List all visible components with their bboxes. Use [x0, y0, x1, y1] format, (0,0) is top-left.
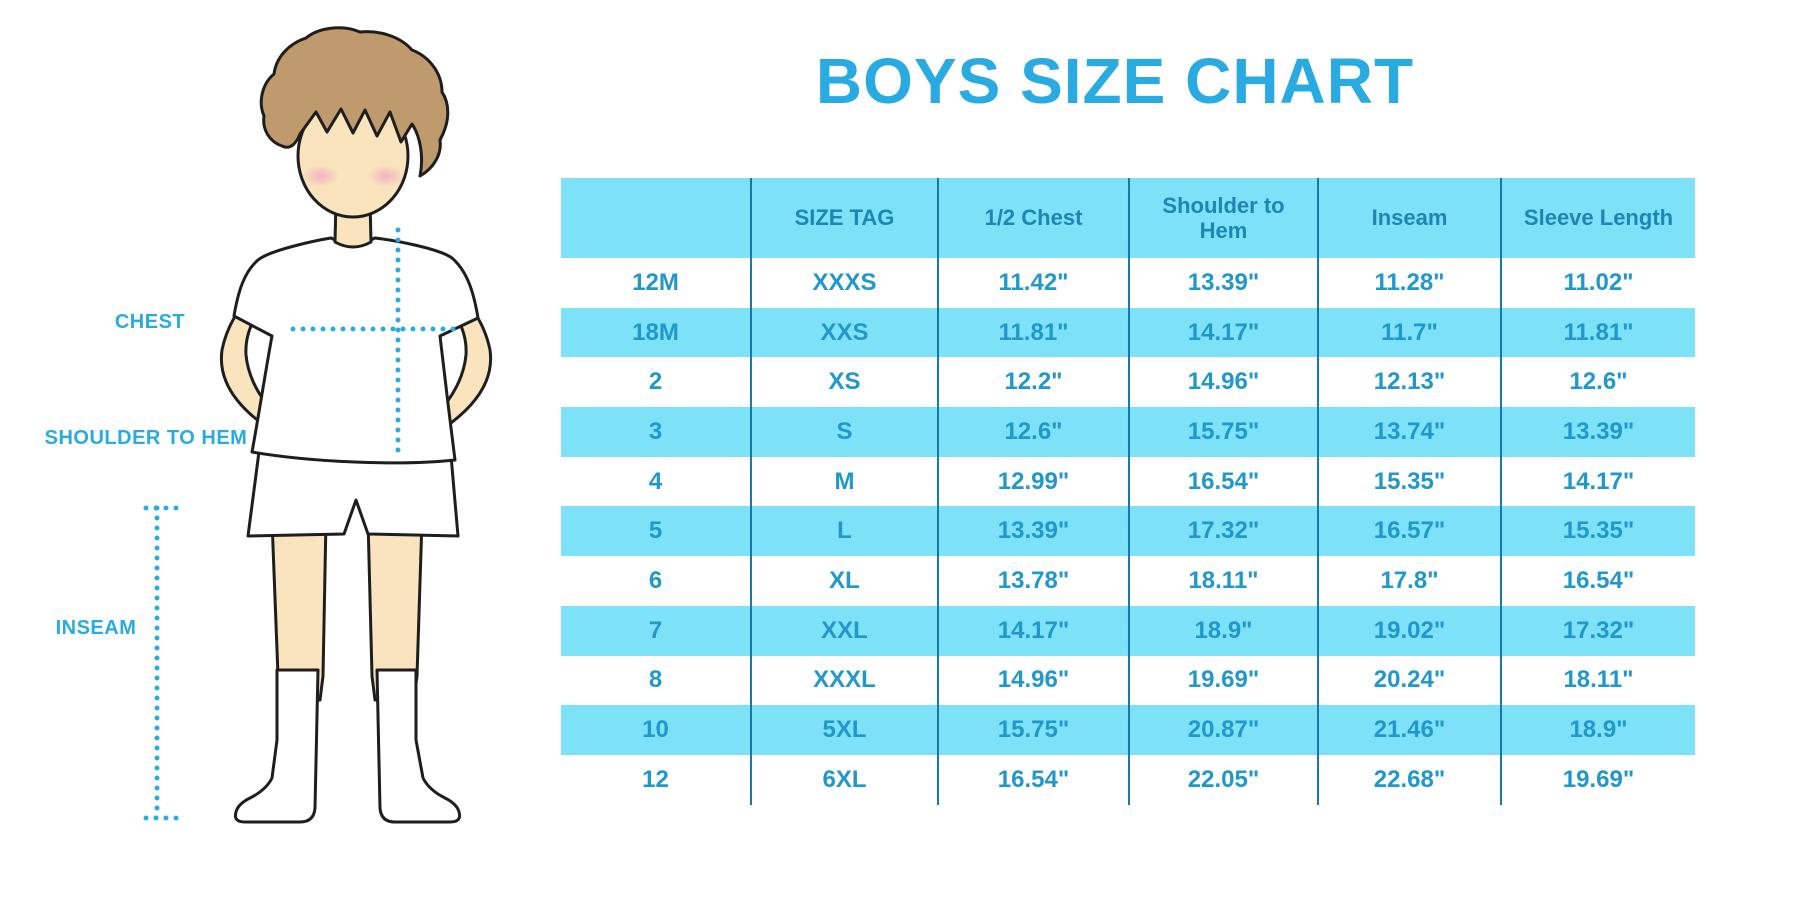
table-row: 2 XS 12.2" 14.96" 12.13" 12.6" — [561, 357, 1695, 408]
table-cell: 16.54" — [937, 754, 1128, 805]
table-cell: S — [750, 407, 937, 457]
table-cell: 12.99" — [937, 456, 1128, 507]
boy-left-sock — [233, 668, 320, 824]
table-cell: 14.17" — [1128, 307, 1317, 358]
table-header-row: SIZE TAG 1/2 Chest Shoulder to Hem Inseam Sl… — [561, 178, 1695, 258]
column-header: Inseam — [1317, 178, 1500, 258]
row-size-label: 5 — [648, 517, 663, 545]
table-cell: M — [750, 456, 937, 507]
boy-blush-right — [368, 165, 404, 187]
table-row: 6 XL 13.78" 18.11" 17.8" 16.54" — [561, 556, 1695, 606]
table-row: 12M XXXS 11.42" 13.39" 11.28" 11.02" — [561, 258, 1695, 308]
table-cell: 21.46" — [1317, 705, 1500, 755]
table-cell: 19.69" — [1500, 754, 1695, 805]
row-size-label: 4 — [648, 467, 663, 495]
table-cell: 14.17" — [1500, 456, 1695, 507]
table-cell: 16.57" — [1317, 506, 1500, 557]
table-cell: 13.39" — [1128, 258, 1317, 308]
table-cell: XXXL — [750, 655, 937, 706]
row-size-label: 12M — [632, 268, 679, 296]
table-cell: 20.87" — [1128, 705, 1317, 755]
table-cell: 15.35" — [1500, 506, 1695, 557]
table-cell: XXXS — [750, 258, 937, 308]
table-cell: 13.39" — [937, 506, 1128, 557]
table-cell: 11.81" — [937, 307, 1128, 358]
table-cell: 11.02" — [1500, 258, 1695, 308]
table-cell: 14.96" — [937, 655, 1128, 706]
table-cell: 14.17" — [937, 605, 1128, 656]
table-cell: 18.11" — [1500, 655, 1695, 706]
chest-label: CHEST — [114, 311, 186, 333]
table-cell: 17.32" — [1128, 506, 1317, 557]
table-cell: 15.35" — [1317, 456, 1500, 507]
row-size-label: 7 — [648, 616, 663, 644]
table-cell: 11.81" — [1500, 307, 1695, 358]
column-header: Sleeve Length — [1500, 178, 1695, 258]
table-cell: XXL — [750, 605, 937, 656]
table-cell: L — [750, 506, 937, 557]
table-cell: 15.75" — [937, 705, 1128, 755]
table-cell: 13.78" — [937, 556, 1128, 606]
table-cell: 15.75" — [1128, 407, 1317, 457]
table-cell: XXS — [750, 307, 937, 358]
row-size-label: 2 — [648, 368, 663, 396]
table-cell: 13.39" — [1500, 407, 1695, 457]
table-cell: 22.05" — [1128, 754, 1317, 805]
table-cell: 12.6" — [937, 407, 1128, 457]
table-cell: 20.24" — [1317, 655, 1500, 706]
row-size-label: 6 — [648, 566, 663, 594]
table-cell: 12.6" — [1500, 357, 1695, 408]
table-cell: 11.42" — [937, 258, 1128, 308]
table-row: 3 S 12.6" 15.75" 13.74" 13.39" — [561, 407, 1695, 457]
table-row: 10 5XL 15.75" 20.87" 21.46" 18.9" — [561, 705, 1695, 755]
table-cell: 12.13" — [1317, 357, 1500, 408]
row-size-label: 10 — [642, 716, 669, 744]
table-cell: 18.11" — [1128, 556, 1317, 606]
column-header: SIZE TAG — [750, 178, 937, 258]
table-row: 12 6XL 16.54" 22.05" 22.68" 19.69" — [561, 754, 1695, 805]
row-size-label: 8 — [648, 666, 663, 694]
table-cell: 11.7" — [1317, 307, 1500, 358]
table-cell: 19.69" — [1128, 655, 1317, 706]
table-cell: XL — [750, 556, 937, 606]
table-cell: 17.8" — [1317, 556, 1500, 606]
table-cell: 11.28" — [1317, 258, 1500, 308]
shoulder-to-hem-label: SHOULDER TO HEM — [44, 427, 248, 449]
table-cell: 5XL — [750, 705, 937, 755]
table-cell: 6XL — [750, 754, 937, 805]
boy-right-sock — [375, 668, 462, 824]
table-cell: 17.32" — [1500, 605, 1695, 656]
size-table-body: 12M XXXS 11.42" 13.39" 11.28" 11.02" 18M XXS 11.… — [561, 258, 1695, 805]
column-header: 1/2 Chest — [937, 178, 1128, 258]
table-cell: 14.96" — [1128, 357, 1317, 408]
row-size-label: 18M — [632, 318, 679, 346]
boy-hair — [259, 26, 450, 178]
table-row: 18M XXS 11.81" 14.17" 11.7" 11.81" — [561, 307, 1695, 358]
table-cell: 16.54" — [1500, 556, 1695, 606]
inseam-label: INSEAM — [55, 617, 137, 639]
table-row: 4 M 12.99" 16.54" 15.35" 14.17" — [561, 456, 1695, 507]
boy-blush-left — [303, 165, 339, 187]
table-row: 7 XXL 14.17" 18.9" 19.02" 17.32" — [561, 605, 1695, 656]
size-table: SIZE TAG 1/2 Chest Shoulder to Hem Inseam Sl… — [561, 178, 1695, 805]
row-size-label: 12 — [642, 765, 669, 793]
boy-figure-illustration — [143, 26, 493, 824]
table-cell: 12.2" — [937, 357, 1128, 408]
row-size-label: 3 — [648, 417, 663, 445]
table-cell: 16.54" — [1128, 456, 1317, 507]
table-cell: 18.9" — [1128, 605, 1317, 656]
column-header — [561, 178, 750, 258]
table-cell: XS — [750, 357, 937, 408]
boy-tshirt — [232, 236, 480, 465]
column-header: Shoulder to Hem — [1128, 178, 1317, 258]
page-title: BOYS SIZE CHART — [815, 45, 1415, 117]
table-cell: 19.02" — [1317, 605, 1500, 656]
table-cell: 22.68" — [1317, 754, 1500, 805]
table-cell: 13.74" — [1317, 407, 1500, 457]
table-cell: 18.9" — [1500, 705, 1695, 755]
table-row: 8 XXXL 14.96" 19.69" 20.24" 18.11" — [561, 655, 1695, 706]
table-row: 5 L 13.39" 17.32" 16.57" 15.35" — [561, 506, 1695, 557]
